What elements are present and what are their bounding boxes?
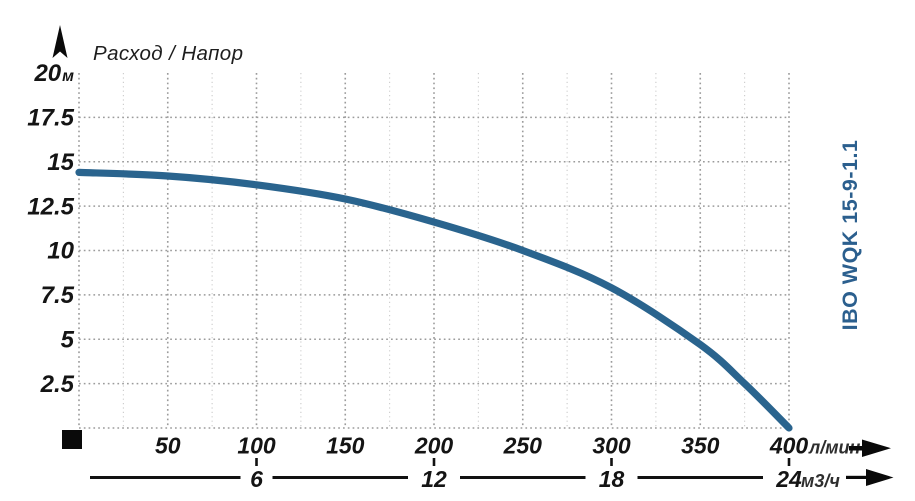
- gridlines: [78, 73, 790, 429]
- x2-axis-arrow-icon: [846, 469, 894, 486]
- x-tick-label-lmin: 250: [503, 433, 543, 459]
- x-axis-secondary-m3h: 6 12 18 24: [90, 458, 802, 492]
- x-tick-label-lmin: 300: [592, 433, 631, 459]
- x-tick-label-lmin: 50: [155, 433, 181, 459]
- y-tick-label: 10: [47, 238, 74, 265]
- y-tick-label: 2.5: [40, 371, 75, 398]
- x-tick-label-lmin: 200: [414, 433, 454, 459]
- x-axis-unit-m3h: м3/ч: [801, 471, 840, 491]
- x-tick-label-lmin: 400: [769, 433, 809, 459]
- y-tick-label: 5: [61, 326, 75, 353]
- chart-title: Расход / Напор: [93, 42, 243, 65]
- y-tick-label: 12.5: [27, 193, 74, 220]
- x-tick-label-lmin: 150: [326, 433, 365, 459]
- x-tick-label-m3h: 6: [250, 466, 263, 492]
- x-tick-label-m3h: 24: [775, 466, 802, 492]
- x-tick-label-m3h: 18: [599, 466, 625, 492]
- performance-curve: [75, 168, 793, 432]
- x-axis-unit-lmin: л/мин: [808, 438, 861, 458]
- pump-curve: [75, 168, 793, 432]
- x-tick-label-lmin: 350: [681, 433, 720, 459]
- x-axis-arrow-icon: [849, 439, 891, 457]
- x-tick-label-lmin: 100: [237, 433, 276, 459]
- x-axis-labels-lmin: 50 100 150 200 250 300 350 400: [155, 433, 808, 459]
- y-tick-label: 17.5: [27, 105, 74, 132]
- y-tick-label: 7.5: [41, 282, 75, 309]
- y-tick-label: 15: [47, 149, 74, 176]
- x-tick-label-m3h: 12: [421, 466, 447, 492]
- origin-marker-icon: [62, 430, 82, 449]
- y-tick-label: 20м: [33, 60, 74, 87]
- pump-model-label: IBO WQK 15-9-1.1: [838, 140, 862, 331]
- y-axis-labels: 2.5 5 7.5 10 12.5 15 17.5 20м: [27, 60, 74, 398]
- y-axis-arrow-icon: [52, 25, 68, 58]
